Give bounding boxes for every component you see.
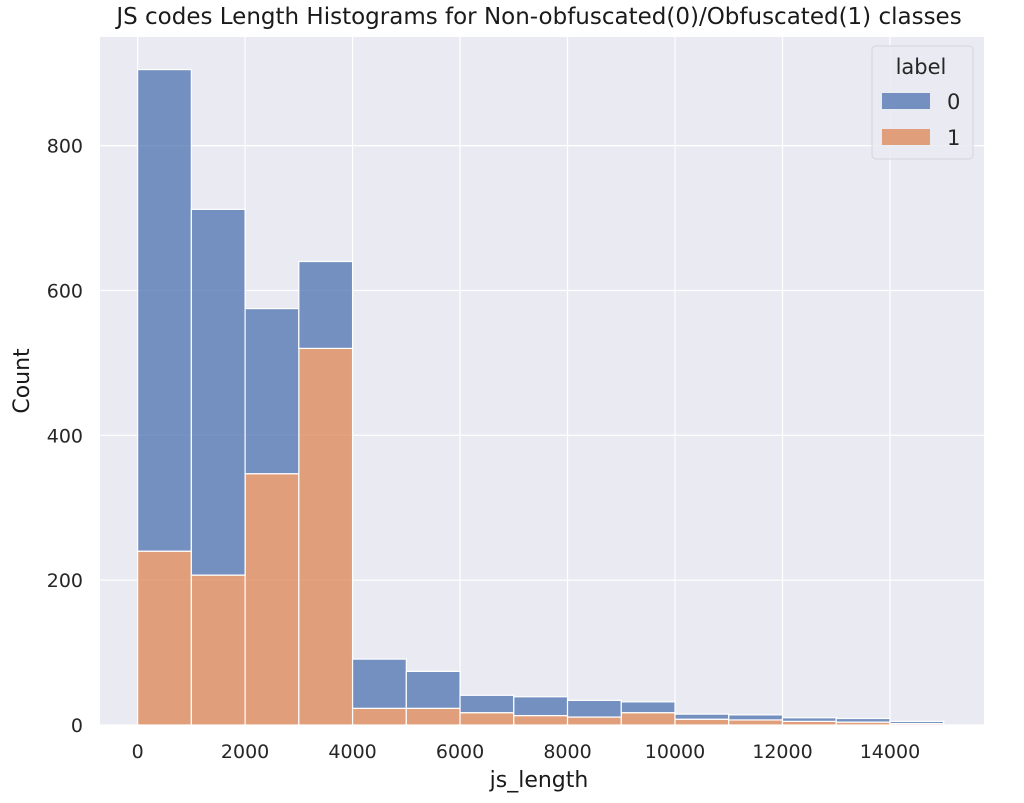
bar-label-1-bin-9 (620, 712, 676, 726)
bar-label-0-bin-2 (244, 307, 300, 475)
legend-title: label (896, 55, 947, 79)
x-axis-label: js_length (489, 768, 589, 793)
bar-label-1-bin-5 (405, 707, 461, 726)
bar-label-0-bin-3 (298, 260, 354, 350)
bar-label-0-bin-10 (674, 713, 730, 720)
bar-label-1-bin-0 (137, 550, 192, 726)
y-tick-label: 800 (47, 136, 83, 158)
bar-label-0-bin-7 (513, 696, 569, 717)
x-tick-label: 4000 (328, 741, 376, 763)
bar-label-0-bin-14 (889, 720, 945, 725)
y-axis-ticks: 0 200 400 600 800 (47, 136, 83, 737)
legend-label-1: 1 (947, 126, 960, 150)
y-tick-label: 600 (47, 280, 83, 302)
bar-label-0-bin-5 (405, 670, 461, 709)
bar-label-1-bin-7 (513, 714, 569, 726)
bar-label-0-bin-11 (728, 714, 784, 721)
y-tick-label: 0 (71, 715, 83, 737)
x-tick-label: 12000 (752, 741, 812, 763)
y-tick-label: 400 (47, 425, 83, 447)
bar-label-0-bin-6 (459, 694, 515, 714)
legend-label-0: 0 (947, 90, 960, 114)
bar-label-0-bin-0 (137, 68, 192, 552)
x-tick-label: 2000 (221, 741, 269, 763)
bar-label-0-bin-13 (835, 717, 891, 723)
bar-label-1-bin-8 (566, 716, 622, 726)
chart-title: JS codes Length Histograms for Non-obfus… (114, 4, 961, 30)
bar-label-0-bin-9 (620, 701, 676, 714)
x-tick-label: 10000 (645, 741, 705, 763)
bar-label-1-bin-3 (298, 347, 354, 726)
bar-label-1-bin-11 (728, 719, 784, 726)
bar-label-1-bin-4 (351, 707, 407, 726)
bar-label-0-bin-8 (566, 699, 622, 718)
legend-swatch-1 (882, 129, 930, 145)
x-tick-label: 8000 (543, 741, 591, 763)
bar-label-0-bin-12 (781, 717, 837, 722)
x-tick-label: 14000 (860, 741, 920, 763)
bar-label-1-bin-6 (459, 712, 515, 726)
bar-label-1-bin-10 (674, 718, 730, 726)
bars (137, 68, 945, 726)
y-tick-label: 200 (47, 570, 83, 592)
bar-label-1-bin-2 (244, 473, 300, 726)
x-axis-ticks: 0 2000 4000 6000 8000 10000 12000 14000 (132, 741, 921, 763)
legend-swatch-0 (882, 93, 930, 109)
bar-label-0-bin-1 (190, 208, 246, 576)
bar-label-1-bin-1 (190, 574, 246, 726)
y-axis-label: Count (10, 348, 35, 414)
legend: label 0 1 (871, 45, 974, 160)
x-tick-label: 0 (132, 741, 144, 763)
x-tick-label: 6000 (436, 741, 484, 763)
bar-label-0-bin-4 (351, 658, 407, 709)
